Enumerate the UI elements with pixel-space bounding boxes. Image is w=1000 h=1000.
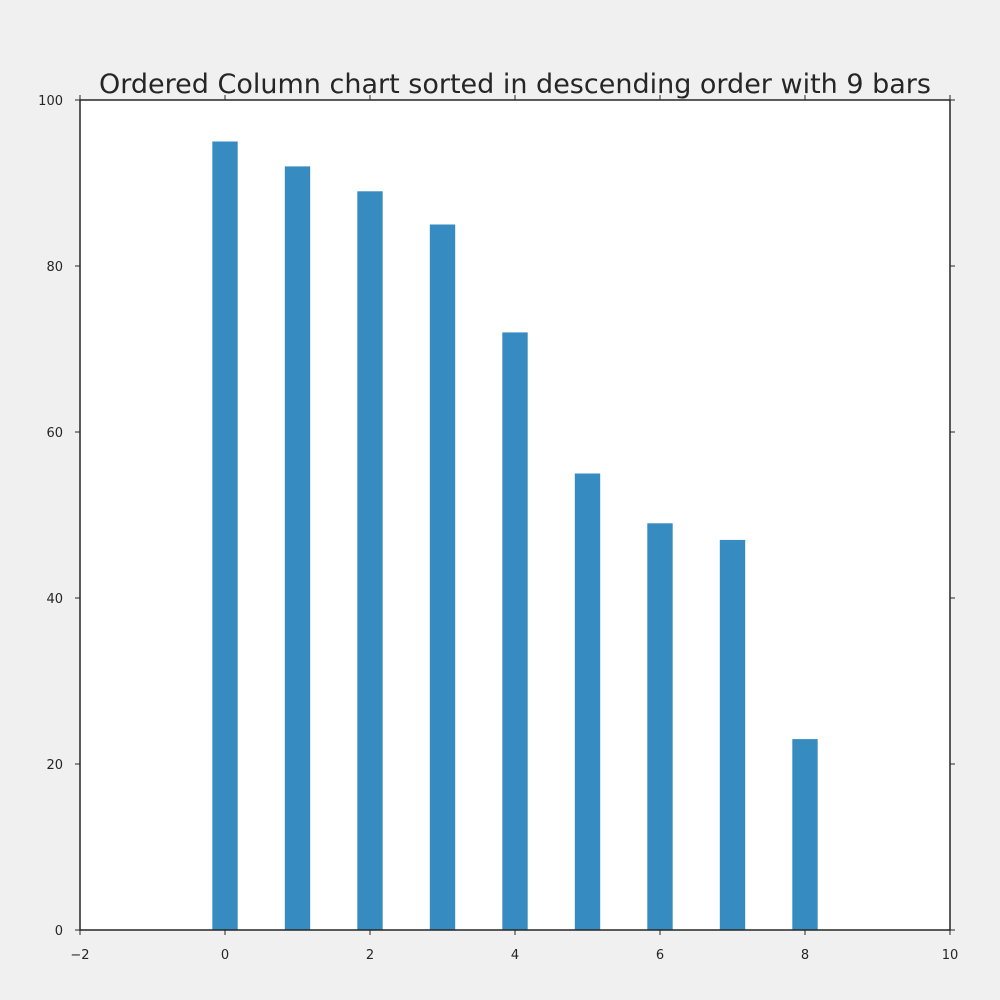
y-tick-label: 20 bbox=[46, 758, 63, 773]
chart-title: Ordered Column chart sorted in descendin… bbox=[99, 69, 931, 100]
y-tick-label: 40 bbox=[46, 592, 63, 607]
x-tick-label: 6 bbox=[656, 948, 664, 963]
bar-6 bbox=[647, 523, 673, 930]
bar-7 bbox=[719, 539, 746, 930]
x-tick-label: 2 bbox=[366, 948, 374, 963]
bar-8 bbox=[792, 739, 818, 930]
y-tick-label: 0 bbox=[55, 924, 63, 939]
x-tick-label: −2 bbox=[70, 948, 89, 963]
y-tick-label: 80 bbox=[46, 260, 63, 275]
y-tick-label: 60 bbox=[46, 426, 63, 441]
x-tick-label: 10 bbox=[942, 948, 959, 963]
bar-0 bbox=[212, 141, 238, 930]
x-tick-label: 8 bbox=[801, 948, 809, 963]
bar-4 bbox=[502, 332, 528, 930]
bars bbox=[212, 141, 818, 931]
x-tick-label: 4 bbox=[511, 948, 519, 963]
y-tick-label: 100 bbox=[38, 94, 63, 109]
bar-5 bbox=[574, 473, 601, 930]
bar-2 bbox=[357, 191, 383, 931]
x-tick-label: 0 bbox=[221, 948, 229, 963]
bar-1 bbox=[284, 166, 311, 930]
bar-3 bbox=[429, 224, 456, 930]
plot-frame bbox=[79, 99, 951, 931]
